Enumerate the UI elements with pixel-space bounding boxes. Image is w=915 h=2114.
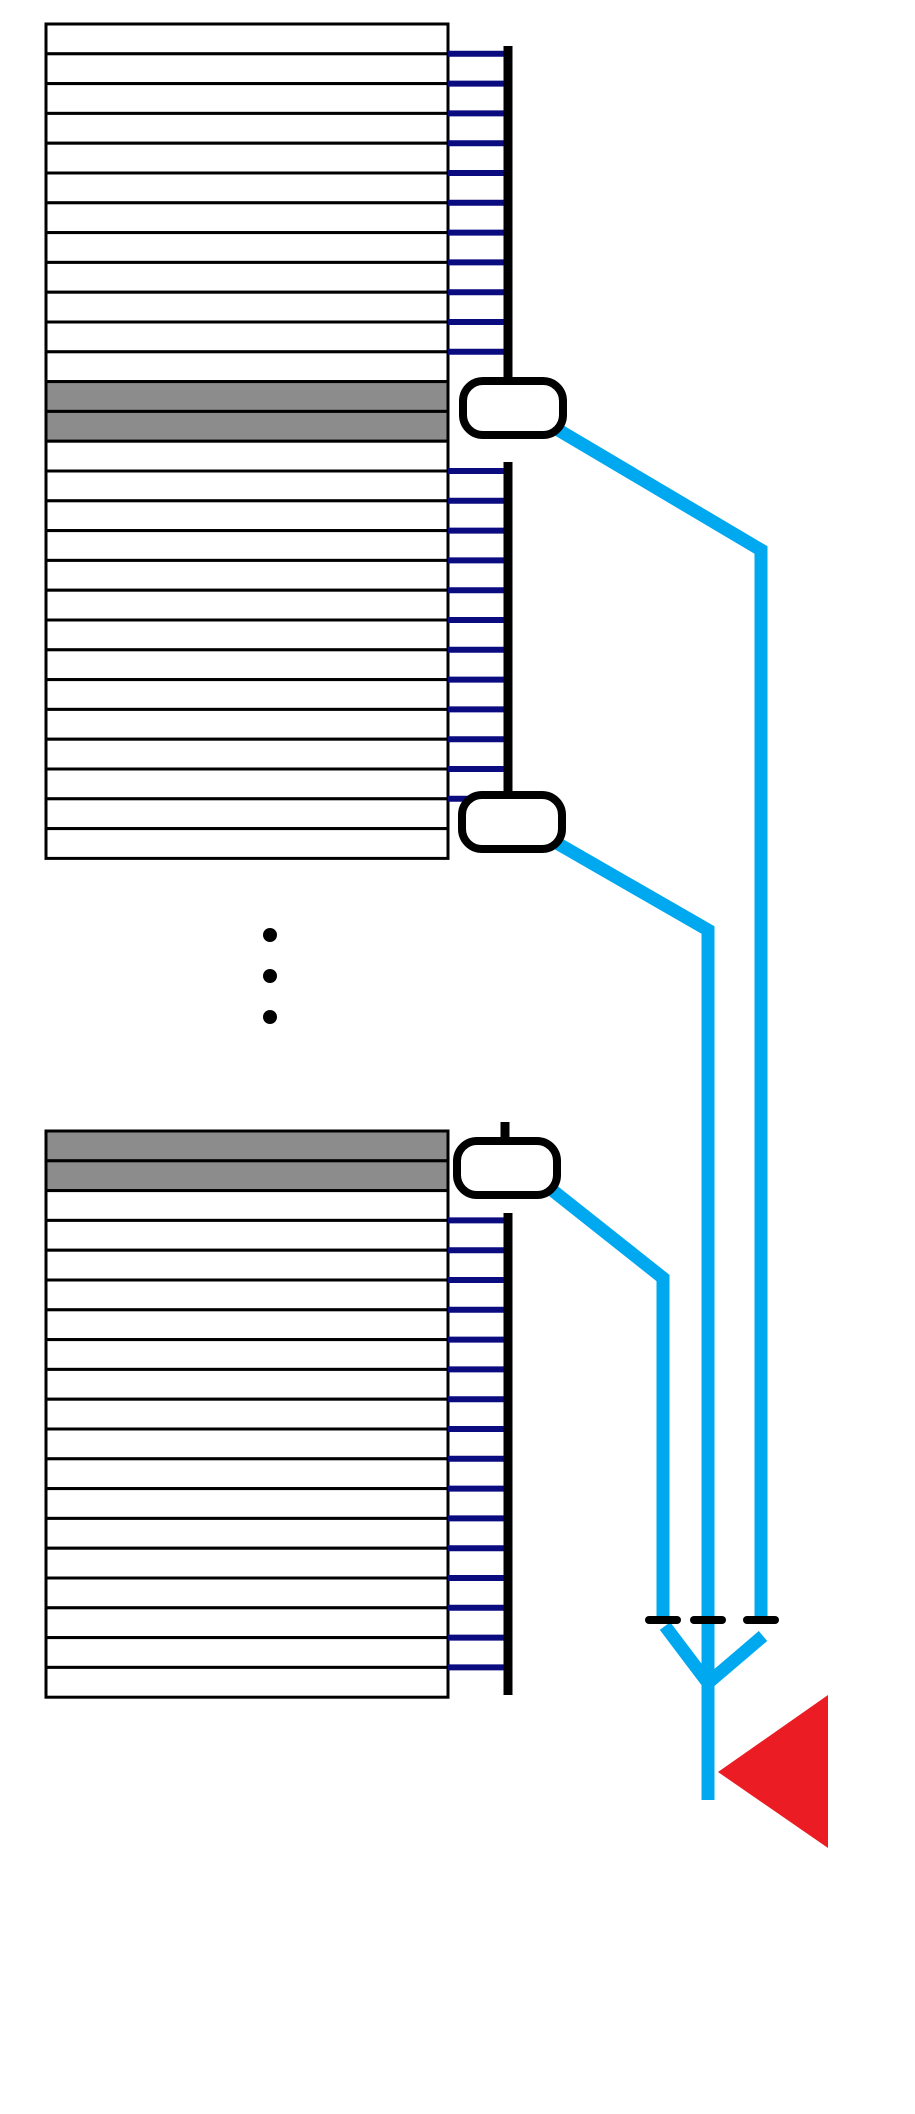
- stack-row: [44, 1636, 450, 1669]
- connector-line: [547, 1184, 670, 1620]
- stack-row: [44, 1576, 450, 1610]
- stack-row-shaded: [44, 1129, 450, 1163]
- stack-row: [44, 1487, 450, 1520]
- stack-row: [44, 1665, 450, 1699]
- node-3: [453, 1137, 561, 1199]
- vertical-buses: [500, 46, 513, 1695]
- stack-row-shaded: [44, 1159, 450, 1193]
- stack-row-shaded: [44, 380, 450, 413]
- stack-row: [44, 1606, 450, 1640]
- output: [718, 1695, 828, 1848]
- stack-row: [44, 1338, 450, 1371]
- stack-row: [44, 260, 450, 294]
- stack-row: [44, 678, 450, 711]
- row-stacks: [44, 22, 450, 1699]
- stack-row: [44, 1308, 450, 1342]
- output-triangle: [718, 1695, 828, 1848]
- stack-row: [44, 350, 450, 384]
- stack-row: [44, 797, 450, 831]
- stack-row: [44, 499, 450, 533]
- stack-row-shaded: [44, 409, 450, 443]
- stack-row: [44, 469, 450, 503]
- stack-row: [44, 648, 450, 682]
- stack-row: [44, 1516, 450, 1550]
- stack-row: [44, 1397, 450, 1431]
- ellipsis-dot: [263, 928, 277, 942]
- stack-row: [44, 558, 450, 592]
- stack-row: [44, 1457, 450, 1491]
- stack-row: [44, 171, 450, 205]
- ellipsis: [263, 928, 277, 1024]
- stack-row: [44, 111, 450, 145]
- stack-row: [44, 1367, 450, 1401]
- ellipsis-dot: [263, 969, 277, 983]
- stack-row: [44, 1218, 450, 1252]
- stack-row: [44, 737, 450, 771]
- stack-row: [44, 529, 450, 562]
- stack-row: [44, 1427, 450, 1461]
- stack-row: [44, 52, 450, 86]
- stack-row: [44, 1189, 450, 1222]
- connector-line: [551, 836, 715, 1620]
- stack-row: [44, 618, 450, 652]
- stack-row: [44, 22, 450, 56]
- connector-lines: [547, 422, 779, 1800]
- stack-row: [44, 141, 450, 175]
- stack-row: [44, 201, 450, 235]
- stack-row: [44, 1278, 450, 1312]
- stack-row: [44, 1248, 450, 1282]
- stack-row: [44, 320, 450, 354]
- stack-row: [44, 1546, 450, 1580]
- stack-row: [44, 290, 450, 324]
- tick-marks: [448, 50, 506, 1671]
- ellipsis-dot: [263, 1010, 277, 1024]
- stack-row: [44, 827, 450, 860]
- stack-row: [44, 231, 450, 264]
- connector-nodes: [453, 377, 567, 1199]
- stack-row: [44, 82, 450, 115]
- stack-row: [44, 588, 450, 622]
- connector-line: [551, 422, 768, 1620]
- node-1: [459, 377, 567, 439]
- stack-row: [44, 767, 450, 801]
- node-2: [458, 791, 566, 853]
- stack-row: [44, 707, 450, 741]
- stack-row: [44, 439, 450, 473]
